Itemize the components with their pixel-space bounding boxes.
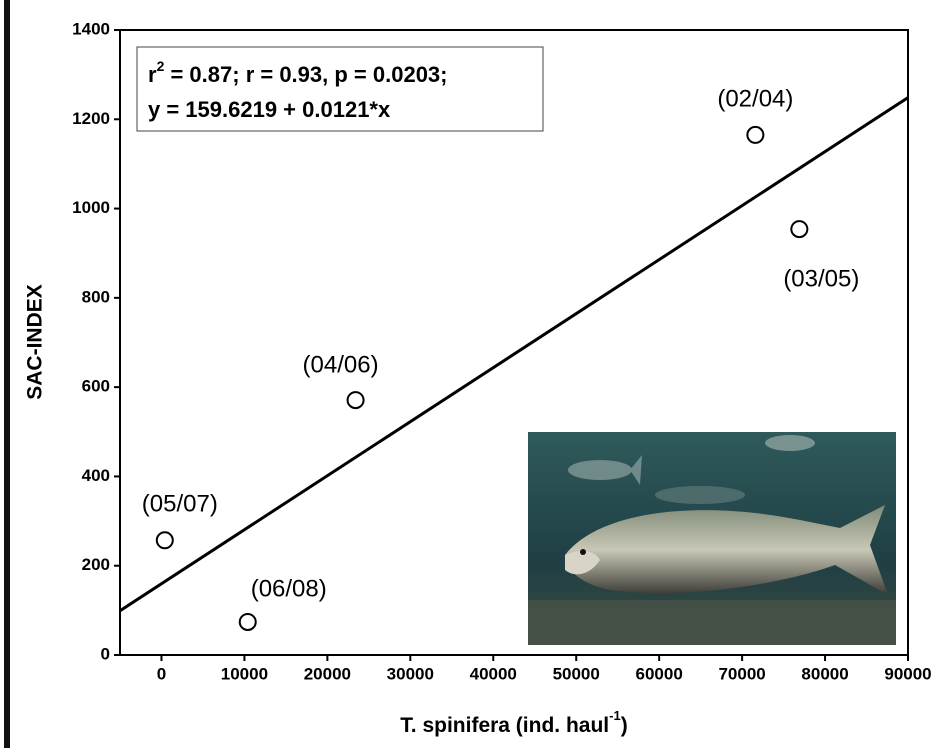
point [348,392,364,408]
point [791,221,807,237]
x-axis-label: T. spinifera (ind. haul-1) [400,708,627,736]
x-tick-label: 80000 [801,664,848,683]
inset-photo [528,432,896,645]
point-label: (03/05) [783,265,859,292]
y-tick-label: 1200 [72,109,110,128]
y-tick-label: 0 [101,644,110,663]
frame-edge [4,0,10,748]
y-tick-label: 1400 [72,19,110,38]
x-tick-label: 70000 [718,664,765,683]
point-label: (04/06) [303,351,379,378]
point-label: (05/07) [142,491,218,518]
point [240,614,256,630]
point [157,532,173,548]
point-label: (06/08) [251,575,327,602]
y-tick-label: 1000 [72,198,110,217]
x-label-sup: -1 [609,708,621,723]
y-tick-label: 400 [82,466,110,485]
annotation-part: = 0.87; r = 0.93, p = 0.0203; [164,62,447,87]
chart: r2 = 0.87; r = 0.93, p = 0.0203; y = 159… [0,0,947,748]
x-label-part: T. spinifera (ind. haul [400,714,609,737]
y-tick-label: 800 [82,287,110,306]
y-tick-label: 600 [82,377,110,396]
point [747,127,763,143]
point-label: (02/04) [717,85,793,112]
x-tick-label: 10000 [221,664,268,683]
annotation-line: r2 = 0.87; r = 0.93, p = 0.0203; [148,58,448,87]
annotation-sup: 2 [157,58,165,74]
x-tick-label: 50000 [553,664,600,683]
x-label-part: ) [621,714,628,737]
x-tick-label: 40000 [470,664,517,683]
x-tick-label: 60000 [636,664,683,683]
annotation-line: y = 159.6219 + 0.0121*x [148,97,391,122]
x-tick-label: 20000 [304,664,351,683]
x-tick-label: 0 [157,664,166,683]
x-tick-label: 90000 [884,664,931,683]
x-tick-label: 30000 [387,664,434,683]
y-tick-label: 200 [82,555,110,574]
y-axis-label: SAC-INDEX [24,284,47,400]
